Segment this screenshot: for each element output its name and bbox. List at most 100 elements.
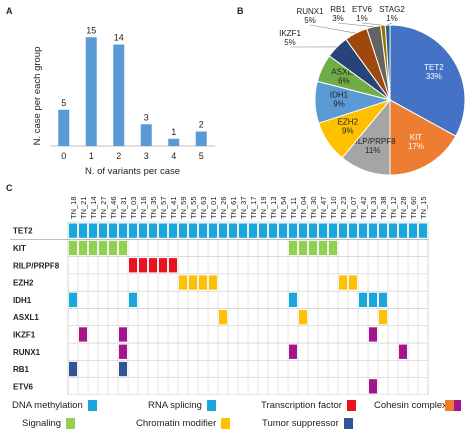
column-label: TN_26 — [219, 196, 228, 219]
heatmap-cell — [329, 240, 337, 256]
row-gene-label: TET2 — [13, 227, 33, 236]
slice-leader-line — [309, 24, 357, 34]
column-label: TN_11 — [289, 197, 298, 219]
heatmap-cell — [119, 344, 127, 359]
heatmap-cell — [339, 275, 347, 290]
legend-swatch — [343, 418, 353, 429]
column-label: TN_16 — [139, 196, 148, 219]
column-label: TN_41 — [169, 196, 178, 219]
column-label: TN_38 — [379, 196, 388, 219]
heatmap-cell — [319, 223, 327, 238]
heatmap-cell — [179, 275, 187, 290]
row-gene-label: IKZF1 — [13, 330, 36, 339]
legend-item-orange — [440, 400, 454, 411]
slice-leader-line — [387, 22, 393, 26]
column-label: TN_46 — [109, 196, 118, 219]
bar — [113, 44, 125, 146]
heatmap-cell — [329, 223, 337, 238]
heatmap-cell — [89, 223, 97, 238]
slice-percent-label: 17% — [408, 142, 424, 151]
slice-name-label: KIT — [410, 133, 423, 142]
heatmap-cell — [79, 240, 87, 256]
heatmap-cell — [109, 240, 117, 256]
heatmap-cell — [199, 275, 207, 290]
legend-swatch — [445, 400, 454, 411]
legend-item-rna-splicing: RNA splicing — [148, 400, 216, 411]
column-label: TN_21 — [79, 196, 88, 219]
legend-swatch — [206, 400, 216, 411]
column-label: TN_13 — [269, 196, 278, 219]
heatmap-cell — [369, 379, 377, 394]
heatmap-cell — [159, 258, 167, 273]
heatmap-cell — [139, 258, 147, 273]
heatmap-cell — [229, 223, 237, 238]
column-label: TN_23 — [339, 196, 348, 219]
slice-name-label: RUNX1 — [296, 7, 324, 16]
heatmap-cell — [89, 240, 97, 256]
slice-name-label: RB1 — [330, 5, 346, 14]
heatmap-cell — [169, 223, 177, 238]
column-label: TN_55 — [189, 196, 198, 219]
heatmap-cell — [379, 223, 387, 238]
bar-value-label: 14 — [114, 33, 124, 43]
heatmap-cell — [119, 240, 127, 256]
column-label: TN_61 — [229, 196, 238, 219]
x-tick-label: 4 — [171, 151, 176, 161]
heatmap-cell — [69, 240, 77, 256]
heatmap-cell — [219, 223, 227, 238]
heatmap-cell — [239, 223, 247, 238]
column-label: TN_27 — [99, 196, 108, 219]
heatmap-cell — [379, 310, 387, 325]
slice-percent-label: 9% — [333, 100, 345, 109]
column-label: TN_19 — [259, 196, 268, 219]
heatmap-cell — [169, 258, 177, 273]
bar — [58, 109, 70, 146]
slice-percent-label: 11% — [365, 146, 380, 155]
legend-label: Cohesin complex — [374, 400, 447, 411]
heatmap-cell — [319, 240, 327, 256]
column-label: TN_15 — [419, 196, 428, 219]
x-tick-label: 2 — [116, 151, 121, 161]
column-label: TN_01 — [209, 196, 218, 219]
slice-name-label: EZH2 — [338, 118, 359, 127]
slice-name-label: RILP/PRPF8 — [350, 137, 396, 146]
heatmap-cell — [179, 223, 187, 238]
heatmap-cell — [69, 223, 77, 238]
column-label: TN_28 — [399, 196, 408, 219]
legend-swatch — [221, 418, 231, 429]
heatmap-cell — [409, 223, 417, 238]
heatmap-cell — [359, 223, 367, 238]
heatmap-cell — [69, 292, 77, 307]
bar — [85, 37, 97, 146]
legend-swatch — [66, 418, 76, 429]
legend-item-cohesin-complex: Cohesin complex — [374, 400, 461, 411]
legend-item-tumor-suppressor: Tumor suppressor — [262, 418, 353, 429]
column-label: TN_31 — [119, 196, 128, 219]
heatmap-cell — [129, 292, 137, 307]
legend-item-chromatin-modifier: Chromatin modifier — [136, 418, 231, 429]
heatmap-cell — [399, 223, 407, 238]
heatmap-cell — [199, 223, 207, 238]
heatmap-cell — [389, 223, 397, 238]
x-tick-label: 5 — [199, 151, 204, 161]
column-label: TN_30 — [309, 196, 318, 219]
bar — [140, 124, 152, 146]
heatmap-cell — [309, 223, 317, 238]
heatmap-cell — [289, 292, 297, 307]
heatmap-cell — [349, 223, 357, 238]
slice-percent-label: 33% — [426, 72, 442, 81]
x-tick-label: 1 — [89, 151, 94, 161]
pie-slice — [389, 24, 466, 137]
heatmap-cell — [299, 240, 307, 256]
legend-swatch — [451, 400, 461, 411]
heatmap-cell — [99, 223, 107, 238]
column-label: TN_10 — [329, 196, 338, 219]
column-label: TN_37 — [239, 196, 248, 219]
column-label: TN_07 — [349, 196, 358, 219]
row-gene-label: EZH2 — [13, 279, 34, 288]
bar-value-label: 2 — [199, 120, 204, 130]
slice-leader-line — [361, 22, 383, 26]
heatmap-cell — [219, 310, 227, 325]
column-label: TN_04 — [299, 196, 308, 219]
